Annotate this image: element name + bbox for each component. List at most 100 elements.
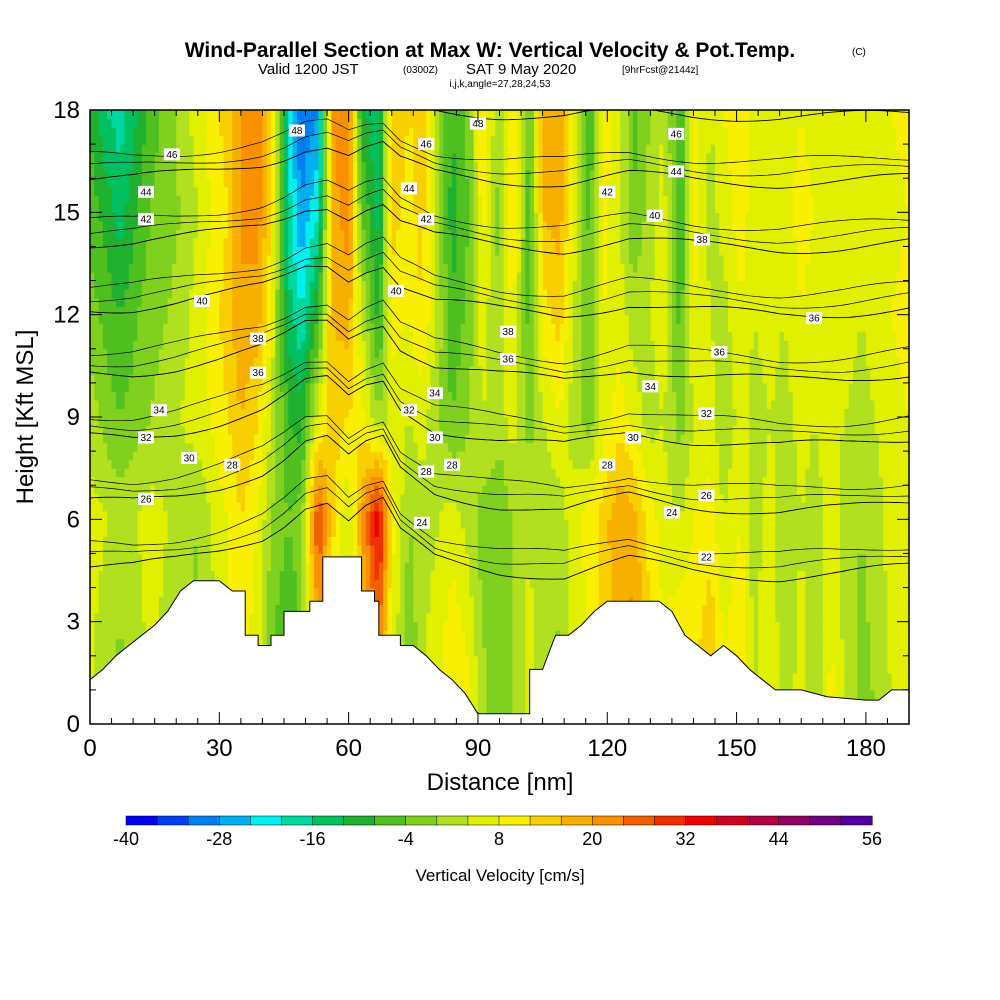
velocity-cell	[275, 169, 281, 179]
velocity-cell	[102, 493, 108, 503]
velocity-cell	[283, 544, 289, 555]
velocity-cell	[370, 425, 376, 435]
velocity-cell	[193, 323, 199, 333]
velocity-cell	[309, 254, 315, 265]
velocity-cell	[266, 408, 272, 418]
velocity-cell	[154, 434, 160, 444]
velocity-cell	[150, 391, 156, 401]
velocity-cell	[370, 544, 376, 555]
velocity-cell	[146, 544, 151, 555]
velocity-cell	[361, 237, 367, 248]
velocity-cell	[146, 399, 151, 410]
velocity-cell	[146, 229, 151, 239]
velocity-cell	[193, 110, 199, 120]
velocity-cell	[102, 263, 108, 273]
velocity-cell	[283, 195, 289, 205]
velocity-cell	[98, 195, 104, 205]
velocity-cell	[279, 246, 285, 256]
velocity-cell	[348, 178, 354, 188]
velocity-cell	[193, 169, 199, 179]
velocity-cell	[331, 348, 337, 358]
velocity-cell	[344, 263, 350, 273]
velocity-cell	[154, 357, 160, 367]
velocity-cell	[94, 348, 100, 358]
velocity-cell	[163, 135, 169, 145]
velocity-cell	[111, 476, 117, 486]
velocity-cell	[124, 357, 130, 367]
velocity-cell	[327, 374, 332, 384]
velocity-cell	[296, 357, 302, 367]
velocity-cell	[124, 536, 130, 546]
velocity-cell	[292, 152, 298, 162]
velocity-cell	[150, 237, 156, 248]
velocity-cell	[288, 357, 294, 367]
velocity-cell	[167, 289, 173, 299]
velocity-cell	[128, 365, 134, 375]
velocity-cell	[374, 203, 380, 213]
velocity-cell	[163, 237, 169, 248]
velocity-cell	[365, 553, 371, 563]
velocity-cell	[288, 280, 294, 290]
velocity-cell	[352, 169, 358, 179]
velocity-cell	[374, 272, 380, 282]
velocity-cell	[219, 246, 225, 256]
velocity-cell	[180, 135, 186, 145]
velocity-cell	[266, 331, 272, 341]
velocity-cell	[137, 110, 143, 120]
velocity-cell	[301, 527, 307, 537]
velocity-cell	[249, 442, 255, 452]
velocity-cell	[258, 527, 264, 537]
velocity-cell	[322, 417, 328, 427]
velocity-cell	[361, 399, 367, 410]
velocity-cell	[288, 297, 294, 307]
velocity-cell	[322, 434, 328, 444]
velocity-cell	[146, 152, 151, 162]
velocity-cell	[245, 127, 251, 137]
velocity-cell	[240, 340, 246, 350]
velocity-cell	[154, 391, 160, 401]
velocity-cell	[365, 212, 371, 222]
velocity-cell	[283, 306, 289, 316]
velocity-cell	[154, 502, 160, 512]
velocity-cell	[357, 152, 363, 162]
velocity-cell	[378, 485, 384, 495]
velocity-cell	[158, 468, 164, 478]
velocity-cell	[202, 152, 207, 162]
velocity-cell	[309, 408, 315, 418]
velocity-cell	[258, 161, 264, 171]
velocity-cell	[271, 485, 276, 495]
velocity-cell	[90, 621, 95, 631]
velocity-cell	[249, 587, 255, 597]
velocity-cell	[128, 544, 134, 555]
velocity-cell	[327, 510, 332, 520]
velocity-cell	[301, 553, 307, 563]
velocity-cell	[232, 314, 238, 324]
velocity-cell	[309, 135, 315, 145]
velocity-cell	[262, 604, 268, 614]
velocity-cell	[210, 186, 216, 196]
velocity-cell	[348, 306, 354, 316]
velocity-cell	[180, 220, 186, 230]
velocity-cell	[383, 468, 389, 478]
velocity-cell	[331, 502, 337, 512]
velocity-cell	[120, 391, 126, 401]
velocity-cell	[292, 203, 298, 213]
velocity-cell	[154, 110, 160, 120]
velocity-cell	[184, 254, 190, 265]
velocity-cell	[154, 237, 160, 248]
velocity-cell	[253, 178, 259, 188]
velocity-cell	[296, 451, 302, 461]
velocity-cell	[370, 476, 376, 486]
velocity-cell	[331, 408, 337, 418]
velocity-cell	[378, 502, 384, 512]
velocity-cell	[90, 272, 95, 282]
velocity-cell	[120, 630, 126, 640]
velocity-cell	[197, 536, 203, 546]
velocity-cell	[365, 229, 371, 239]
velocity-cell	[309, 161, 315, 171]
velocity-cell	[124, 391, 130, 401]
velocity-cell	[305, 382, 311, 393]
velocity-cell	[335, 144, 341, 154]
velocity-cell	[197, 263, 203, 273]
velocity-cell	[90, 408, 95, 418]
